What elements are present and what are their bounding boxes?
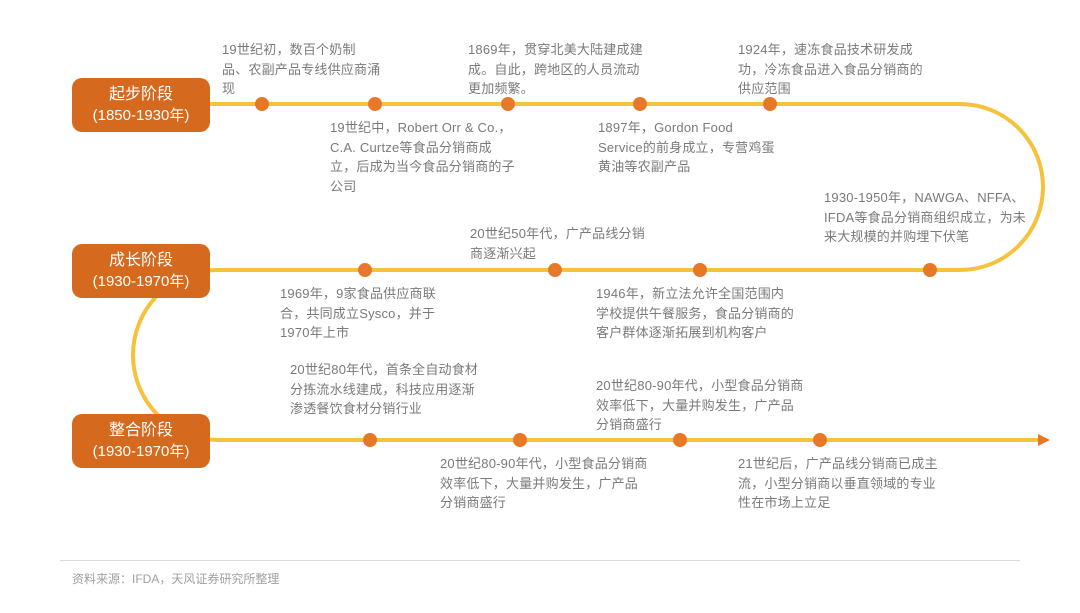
timeline-dot [633,97,647,111]
timeline-dot [923,263,937,277]
event-text: 21世纪后，广产品线分销商已成主流，小型分销商以垂直领域的专业性在市场上立足 [738,454,948,513]
event-text: 1969年，9家食品供应商联合，共同成立Sysco，并于1970年上市 [280,284,460,343]
stage-title: 整合阶段 [109,420,173,442]
timeline-canvas: 起步阶段(1850-1930年)成长阶段(1930-1970年)整合阶段(193… [0,0,1080,613]
stage-label-2: 整合阶段(1930-1970年) [72,414,210,468]
timeline-dot [763,97,777,111]
timeline-dot [548,263,562,277]
stage-range: (1930-1970年) [93,442,190,462]
source-text: 资料来源：IFDA，天风证券研究所整理 [72,570,279,587]
event-text: 1869年，贯穿北美大陆建成建成。自此，跨地区的人员流动更加频繁。 [468,40,648,99]
timeline-dot [255,97,269,111]
event-text: 20世纪80-90年代，小型食品分销商效率低下，大量并购发生，广产品分销商盛行 [596,376,806,435]
event-text: 19世纪中，Robert Orr & Co.，C.A. Curtze等食品分销商… [330,118,518,196]
event-text: 20世纪50年代，广产品线分销商逐渐兴起 [470,224,650,263]
timeline-dot [501,97,515,111]
event-text: 20世纪80年代，首条全自动食材分拣流水线建成，科技应用逐渐渗透餐饮食材分销行业 [290,360,480,419]
stage-title: 成长阶段 [109,250,173,272]
stage-range: (1930-1970年) [93,272,190,292]
timeline-dot [368,97,382,111]
event-text: 1897年，Gordon Food Service的前身成立，专营鸡蛋黄油等农副… [598,118,778,177]
stage-range: (1850-1930年) [93,106,190,126]
stage-label-1: 成长阶段(1930-1970年) [72,244,210,298]
event-text: 1924年，速冻食品技术研发成功，冷冻食品进入食品分销商的供应范围 [738,40,928,99]
timeline-dot [363,433,377,447]
event-text: 19世纪初，数百个奶制品、农副产品专线供应商涌现 [222,40,382,99]
timeline-dot [358,263,372,277]
source-divider [60,560,1020,561]
timeline-dot [693,263,707,277]
event-text: 1946年，新立法允许全国范围内学校提供午餐服务，食品分销商的客户群体逐渐拓展到… [596,284,796,343]
stage-title: 起步阶段 [109,84,173,106]
event-text: 1930-1950年，NAWGA、NFFA、IFDA等食品分销商组织成立，为未来… [824,188,1028,247]
timeline-dot [813,433,827,447]
timeline-dot [673,433,687,447]
event-text: 20世纪80-90年代，小型食品分销商效率低下，大量并购发生，广产品分销商盛行 [440,454,650,513]
stage-label-0: 起步阶段(1850-1930年) [72,78,210,132]
timeline-dot [513,433,527,447]
